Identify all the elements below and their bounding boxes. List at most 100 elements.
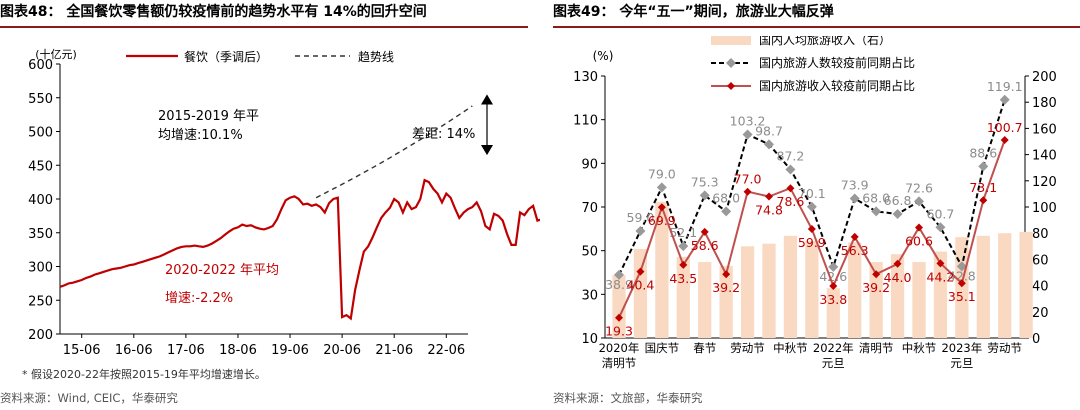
x-tick-label: 18-06 <box>219 343 257 358</box>
annotation-gap: 差距: 14% <box>412 127 475 142</box>
income-bar <box>762 243 776 338</box>
legend-label-trend: 趋势线 <box>358 50 394 64</box>
visitors-marker <box>956 261 967 272</box>
visitors-data-label: 42.8 <box>948 268 976 283</box>
income-bar <box>676 256 690 338</box>
revenue-marker <box>872 270 881 279</box>
visitors-data-label: 66.8 <box>884 193 912 208</box>
income-bar <box>1019 231 1033 338</box>
y-tick-label-left: 70 <box>581 201 598 216</box>
visitors-data-label: 75.3 <box>691 174 719 189</box>
revenue-marker <box>615 313 623 322</box>
visitors-data-label: 79.0 <box>648 166 676 181</box>
income-bar <box>740 246 755 338</box>
annotation-avg-2015-2019: 2015-2019 年平 <box>158 109 259 124</box>
revenue-marker <box>957 279 966 288</box>
x-tick-label: 20-06 <box>323 343 361 358</box>
visitors-data-label: 70.1 <box>798 186 826 201</box>
x-tick-label: 国庆节 <box>645 341 680 355</box>
x-tick-label: 19-06 <box>271 343 309 358</box>
visitors-marker <box>849 193 860 204</box>
visitors-marker <box>635 226 646 237</box>
income-bar <box>912 262 926 338</box>
revenue-marker <box>700 227 709 236</box>
income-bar <box>869 262 883 338</box>
legend-marker-visitors <box>726 58 736 68</box>
y-tick-label-left: 110 <box>573 114 598 129</box>
y-tick-label-right: 40 <box>1032 280 1049 295</box>
chart-left-header: 图表48： 全国餐饮零售额仍较疫情前的趋势水平有 14%的回升空间 <box>0 0 528 28</box>
visitors-data-label: 68.0 <box>712 190 740 205</box>
chart-left-footnote: * 假设2020-22年按照2015-19年平均增速增长。 <box>22 368 266 381</box>
annotation-avg-2015-2019-value: 均增速:10.1% <box>158 128 243 143</box>
visitors-marker <box>656 182 667 193</box>
gap-arrow-head-down <box>481 145 493 156</box>
visitors-marker <box>999 94 1010 105</box>
income-bar <box>933 251 948 338</box>
y-tick-label: 350 <box>28 227 53 242</box>
x-tick-label: 17-06 <box>167 343 205 358</box>
y-tick-label: 500 <box>28 126 53 141</box>
revenue-marker <box>636 267 645 276</box>
x-tick-label: 15-06 <box>63 343 101 358</box>
visitors-marker <box>935 222 946 233</box>
x-tick-label-line2: 清明节 <box>602 356 637 370</box>
legend-label-income: 国内人均旅游收入（右） <box>759 36 891 47</box>
y-axis-label: (十亿元) <box>35 47 77 61</box>
revenue-data-label: 60.6 <box>905 234 933 249</box>
visitors-data-label: 87.2 <box>777 148 805 163</box>
chart-right-header: 图表49： 今年“五一”期间，旅游业大幅反弹 <box>553 0 1080 28</box>
income-bar <box>698 262 712 338</box>
income-bar <box>719 265 733 338</box>
revenue-data-label: 77.0 <box>734 172 762 187</box>
income-bar <box>955 237 969 338</box>
visitors-marker <box>742 129 753 140</box>
revenue-marker <box>722 270 731 279</box>
revenue-marker <box>915 223 923 232</box>
x-tick-label: 16-06 <box>115 343 153 358</box>
x-tick-label: 22-06 <box>427 343 465 358</box>
y-tick-label: 400 <box>28 193 53 208</box>
x-tick-label: 劳动节 <box>987 341 1022 355</box>
legend-swatch-income <box>711 36 751 45</box>
income-bar <box>655 201 669 338</box>
income-bar <box>783 235 798 338</box>
revenue-data-label: 19.3 <box>605 324 633 339</box>
y-tick-label-right: 20 <box>1032 306 1049 321</box>
y-tick-label-left: 90 <box>581 157 598 172</box>
income-bar <box>633 248 648 338</box>
x-tick-label: 春节 <box>693 341 716 355</box>
dining-chart: 200 250 300 350 400 450 500 550 600(十亿元) 15-06 16-… <box>28 47 540 358</box>
revenue-marker <box>1000 135 1009 144</box>
visitors-marker <box>806 201 817 212</box>
legend-label-revenue: 国内旅游收入较疫前同期占比 <box>759 78 915 93</box>
revenue-marker <box>893 259 902 268</box>
x-tick-label: 2020年 <box>599 341 640 355</box>
visitors-marker <box>892 208 903 219</box>
visitors-data-label: 88.6 <box>969 145 997 160</box>
revenue-data-label: 44.0 <box>884 270 912 285</box>
x-tick-label: 劳动节 <box>730 341 765 355</box>
revenue-data-label: 78.6 <box>777 194 805 209</box>
visitors-marker <box>785 164 796 175</box>
y-tick-label-right: 60 <box>1032 253 1049 268</box>
visitors-marker <box>678 241 689 252</box>
revenue-marker <box>850 232 859 241</box>
visitors-data-label: 60.7 <box>927 206 955 221</box>
visitors-marker <box>914 196 924 207</box>
annotation-avg-2020-2022: 2020-2022 年平均 <box>165 263 279 278</box>
y-tick-label-right: 0 <box>1032 332 1040 347</box>
y-axis-label-left: (%) <box>593 49 614 63</box>
y-tick-label-right: 160 <box>1032 122 1057 137</box>
revenue-marker <box>786 184 795 193</box>
y-tick-label-left: 50 <box>581 245 598 260</box>
visitors-data-label: 98.7 <box>755 123 783 138</box>
revenue-data-label: 74.8 <box>755 203 783 218</box>
tourism-chart: 10 30 50 70 90 110 130 0 20 40 60 80 100 120 140 160 180… <box>573 36 1057 370</box>
visitors-data-label: 103.2 <box>730 114 766 129</box>
visitors-marker <box>871 206 882 217</box>
x-tick-label: 2022年 <box>813 341 854 355</box>
y-tick-label: 450 <box>28 159 53 174</box>
x-tick-label: 中秋节 <box>902 341 937 355</box>
y-tick-label: 600 <box>28 58 53 73</box>
